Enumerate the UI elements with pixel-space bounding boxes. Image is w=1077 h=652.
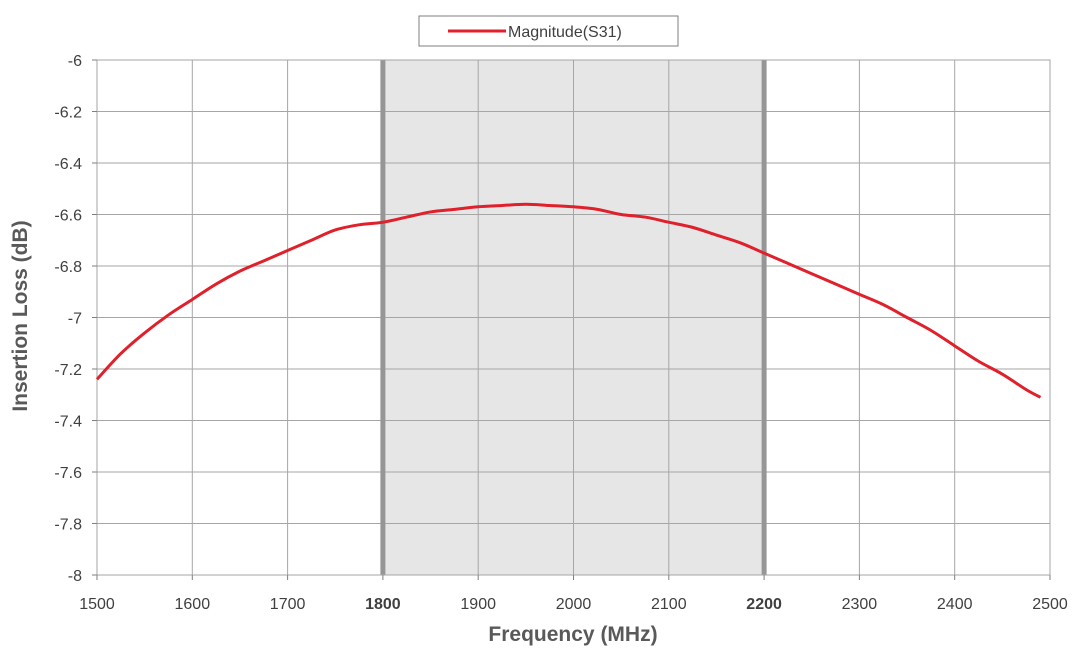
y-tick-label: -6: [68, 53, 82, 70]
x-tick-label: 1700: [270, 596, 306, 613]
y-axis-ticks: -6 -6.2 -6.4 -6.6 -6.8 -7 -7.2 -7.4 -7.6 -7.8 -8: [54, 53, 97, 585]
x-tick-label: 1600: [175, 596, 211, 613]
x-tick-label: 1500: [79, 596, 115, 613]
y-tick-label: -7.4: [54, 414, 82, 431]
series-lines: [95, 202, 1042, 399]
y-tick-label: -8: [68, 568, 82, 585]
x-axis-ticks: 1500 1600 1700 1800 1900 2000 2100 2200 2300 2400…: [79, 575, 1068, 613]
y-axis-title: Insertion Loss (dB): [9, 220, 32, 411]
y-tick-label: -7.6: [54, 465, 82, 482]
x-tick-label: 2300: [842, 596, 878, 613]
series-line-magnitude-s31: [95, 202, 1042, 399]
x-tick-label: 2500: [1032, 596, 1068, 613]
passband-edges: [380, 60, 767, 575]
x-tick-label: 1900: [460, 596, 496, 613]
x-tick-label: 2400: [937, 596, 973, 613]
y-tick-label: -6.2: [54, 105, 82, 122]
legend-label-magnitude-s31: Magnitude(S31): [508, 24, 622, 41]
y-tick-label: -7: [68, 311, 82, 328]
x-tick-label: 2200: [746, 596, 782, 613]
y-tick-label: -7.8: [54, 517, 82, 534]
x-tick-label: 2100: [651, 596, 687, 613]
y-tick-label: -7.2: [54, 362, 82, 379]
x-tick-label: 1800: [365, 596, 401, 613]
y-tick-label: -6.4: [54, 156, 82, 173]
x-axis-title: Frequency (MHz): [488, 623, 657, 646]
y-tick-label: -6.6: [54, 208, 82, 225]
legend: Magnitude(S31): [418, 15, 679, 47]
y-tick-label: -6.8: [54, 259, 82, 276]
x-tick-label: 2000: [556, 596, 592, 613]
